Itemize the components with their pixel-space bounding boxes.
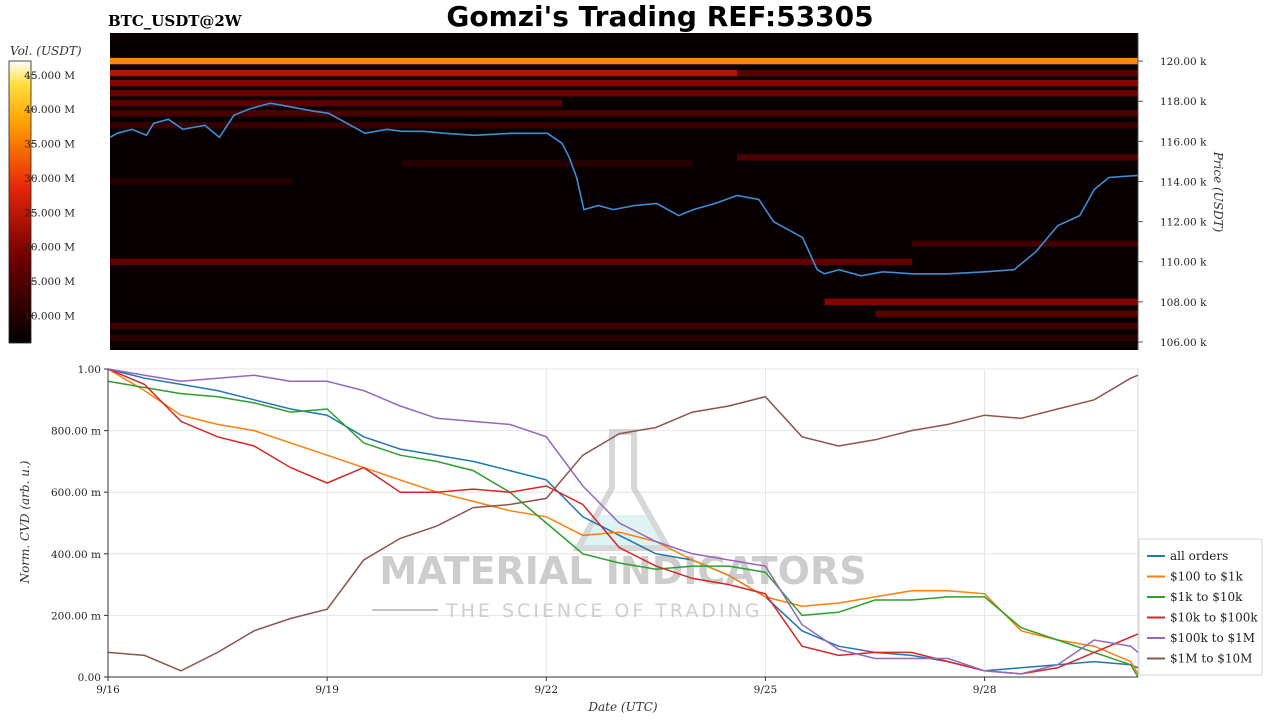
series-line-usd100_1k — [107, 368, 1139, 675]
heatmap-band — [110, 122, 1138, 129]
price-tick-label: 114.00 k — [1160, 176, 1207, 188]
colorbar-tick-label: 30.000 M — [24, 173, 75, 185]
cvd-axis-label: Norm. CVD (arb. u.) — [18, 460, 32, 584]
colorbar-tick-label: 10.000 M — [24, 310, 75, 322]
legend-entry: $100k to $1M — [1170, 631, 1255, 645]
chart-subtitle: BTC_USDT@2W — [108, 12, 243, 30]
heatmap-band — [110, 79, 1138, 87]
price-tick-label: 116.00 k — [1160, 136, 1207, 148]
cvd-axis-ticks: 0.00 200.00 m 400.00 m 600.00 m 800.00 m 1.00 — [51, 364, 108, 684]
price-tick-label: 110.00 k — [1160, 257, 1207, 269]
cvd-panel: MATERIAL INDICATORS THE SCIENCE OF TRADI… — [18, 364, 1139, 714]
date-tick-label: 9/19 — [315, 684, 339, 696]
cvd-tick-label: 600.00 m — [51, 487, 101, 499]
heatmap-band — [110, 69, 738, 77]
colorbar-ticks: 10.000 M 15.000 M 20.000 M 25.000 M 30.000 M… — [24, 70, 75, 323]
legend-entry: $1k to $10k — [1170, 590, 1243, 604]
heatmap-band — [737, 69, 1138, 77]
price-tick-label: 120.00 k — [1160, 56, 1207, 68]
colorbar-label: Vol. (USDT) — [10, 44, 82, 58]
date-tick-label: 9/25 — [754, 684, 778, 696]
heatmap-band — [110, 258, 912, 265]
date-tick-label: 9/28 — [973, 684, 997, 696]
cvd-tick-label: 0.00 — [78, 672, 101, 684]
date-tick-label: 9/16 — [96, 684, 120, 696]
heatmap-band — [110, 322, 1138, 330]
price-tick-label: 118.00 k — [1160, 96, 1207, 108]
colorbar-tick-label: 45.000 M — [24, 70, 75, 82]
heatmap-band — [110, 89, 1138, 97]
heatmap-band — [110, 110, 1138, 117]
legend-entry: all orders — [1170, 549, 1228, 563]
watermark-line2: THE SCIENCE OF TRADING — [445, 600, 763, 622]
colorbar: Vol. (USDT) 10.000 M 15.000 M 20.000 M 25.0… — [8, 44, 82, 344]
date-axis-ticks: 9/16 9/19 9/22 9/25 9/28 — [96, 677, 996, 696]
date-tick-label: 9/22 — [535, 684, 559, 696]
price-tick-label: 108.00 k — [1160, 297, 1207, 309]
price-axis-ticks: 106.00 k 108.00 k 110.00 k 112.00 k 114.00 k… — [1138, 56, 1207, 349]
heatmap-panel: 106.00 k 108.00 k 110.00 k 112.00 k 114.00 k… — [109, 33, 1225, 350]
watermark-line1: MATERIAL INDICATORS — [379, 549, 866, 593]
series-line-usd1k_10k — [107, 380, 1139, 678]
cvd-tick-label: 400.00 m — [51, 549, 101, 561]
colorbar-tick-label: 15.000 M — [24, 276, 75, 288]
colorbar-tick-label: 40.000 M — [24, 104, 75, 116]
legend: all orders $100 to $1k $1k to $10k $10k to … — [1138, 538, 1263, 676]
heatmap-band — [401, 160, 694, 167]
series-line-usd100k_1m — [107, 368, 1139, 675]
heatmap-bands — [110, 57, 1138, 342]
colorbar-tick-label: 20.000 M — [24, 242, 75, 254]
heatmap-band — [110, 178, 293, 185]
colorbar-tick-label: 35.000 M — [24, 139, 75, 151]
series-line-all_orders — [107, 368, 1139, 672]
price-tick-label: 112.00 k — [1160, 217, 1207, 229]
legend-entry: $10k to $100k — [1170, 611, 1258, 625]
cvd-tick-label: 800.00 m — [51, 426, 101, 438]
heatmap-band — [875, 310, 1138, 318]
heatmap-band — [824, 298, 1138, 306]
colorbar-tick-label: 25.000 M — [24, 207, 75, 219]
cvd-tick-label: 1.00 — [78, 364, 101, 376]
heatmap-band — [737, 154, 1138, 161]
legend-entry: $1M to $10M — [1170, 652, 1252, 666]
heatmap-band — [110, 100, 563, 107]
series-line-usd1m_10m — [107, 374, 1139, 672]
chart-title: Gomzi's Trading REF:53305 — [446, 0, 873, 33]
colorbar-gradient — [8, 60, 32, 344]
date-axis-label: Date (UTC) — [587, 700, 657, 714]
price-axis-label: Price (USDT) — [1211, 151, 1225, 233]
cvd-tick-label: 200.00 m — [51, 610, 101, 622]
heatmap-band — [110, 57, 1138, 65]
legend-box — [1138, 538, 1263, 676]
legend-entry: $100 to $1k — [1170, 570, 1243, 584]
price-tick-label: 106.00 k — [1160, 337, 1207, 349]
heatmap-band — [911, 240, 1138, 247]
price-series-line — [109, 102, 1139, 277]
cvd-series — [107, 368, 1139, 678]
heatmap-band — [110, 334, 1138, 342]
